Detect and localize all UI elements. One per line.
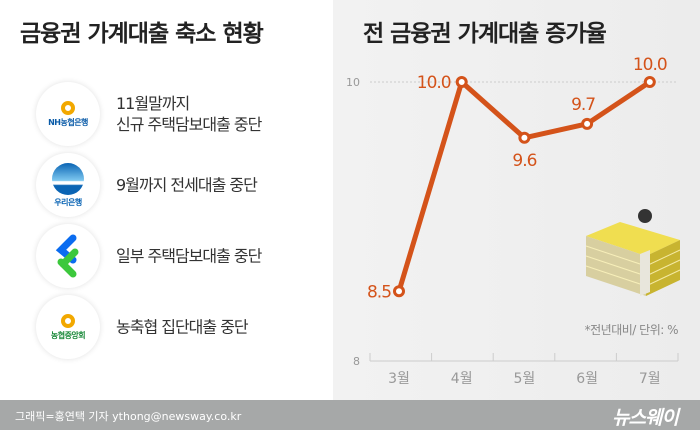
data-label: 10.0 [417,73,451,93]
x-tick-label: 7월 [639,371,661,387]
credit-text: 그래픽=홍연택 기자 ythong@newsway.co.kr [15,410,242,423]
chart-title: 전 금융권 가계대출 증가율 [363,21,607,47]
x-tick-label: 6월 [576,371,598,387]
data-point [393,285,405,298]
right-panel: 전 금융권 가계대출 증가율 [333,0,700,400]
item-text: 9월까지 전세대출 중단 [116,175,258,195]
list-item: NH농협은행 11월말까지 신규 주택담보대출 중단 [36,82,326,146]
list-item: 일부 주택담보대출 중단 [36,224,326,288]
left-panel: 금융권 가계대출 축소 현황 NH농협은행 11월말까지 신규 주택담보대출 중… [0,0,333,400]
data-label: 8.5 [367,282,391,302]
data-point [518,131,531,144]
item-text: 농축협 집단대출 중단 [116,317,249,337]
line-chart: 8 10 3월 4월 5월 6월 7월 8.5 10.0 9.6 9.7 10.0 *전년대비/ 단… [346,55,681,387]
list-item: 농협중앙회 농축협 집단대출 중단 [36,295,326,359]
item-text: 11월말까지 신규 주택담보대출 중단 [116,94,262,134]
nonghyup-logo: 농협중앙회 [36,295,100,359]
x-tick-label: 4월 [451,371,473,387]
woori-bank-logo: 우리은행 [36,153,100,217]
list-item: 우리은행 9월까지 전세대출 중단 [36,153,326,217]
data-point [455,76,468,88]
data-label: 10.0 [633,55,667,75]
data-label: 9.6 [512,151,536,171]
nh-bank-logo: NH농협은행 [36,82,100,146]
left-title: 금융권 가계대출 축소 현황 [20,21,264,47]
item-text: 일부 주택담보대출 중단 [116,246,262,266]
money-stack-illustration [585,209,681,296]
x-tick-label: 5월 [514,371,536,387]
footer: 그래픽=홍연택 기자 ythong@newsway.co.kr 뉴스웨이 [0,400,700,430]
sc-bank-logo [36,224,100,288]
x-tick-label: 3월 [388,371,410,387]
y-tick-label: 8 [353,355,360,368]
unit-note: *전년대비/ 단위: % [585,323,678,337]
data-label: 9.7 [571,95,595,115]
data-point [643,76,656,88]
data-point [581,117,594,130]
brand-logo: 뉴스웨이 [612,407,679,429]
y-tick-label: 10 [346,76,360,89]
